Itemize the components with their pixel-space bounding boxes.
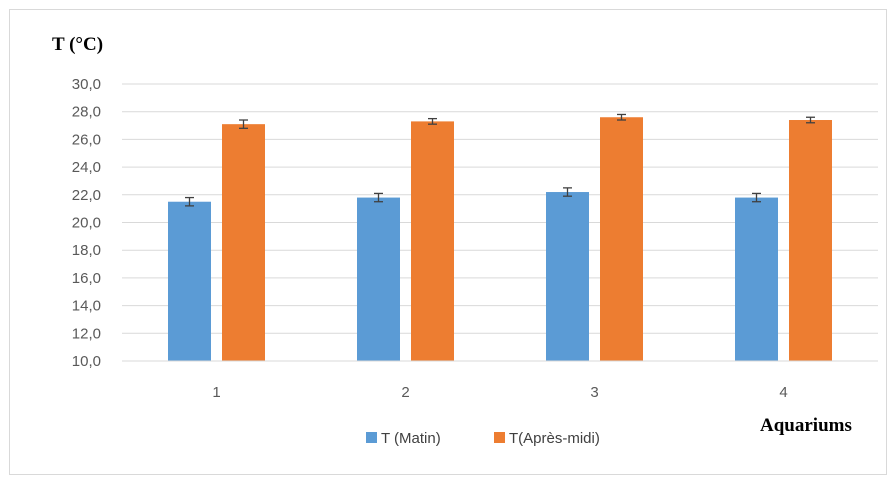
y-tick-label: 30,0 [72,76,101,93]
x-tick-label: 2 [401,384,409,401]
y-tick-label: 24,0 [72,159,101,176]
error-bars [185,113,815,207]
bar-matin-aquarium-3 [546,192,589,361]
y-axis-ticks: 10,0 12,0 14,0 16,0 18,0 20,0 22,0 24,0 26,0 28,0… [72,76,101,370]
y-tick-label: 28,0 [72,104,101,121]
bar-apres-midi-aquarium-3 [600,117,643,362]
y-tick-label: 12,0 [72,325,101,342]
bar-matin-aquarium-1 [168,201,211,361]
y-tick-label: 10,0 [72,353,101,370]
x-tick-label: 4 [779,384,787,401]
x-axis-title: Aquariums [760,415,852,436]
x-axis-ticks: 1 2 3 4 [212,384,787,401]
y-axis-title: T (°C) [52,34,103,55]
y-tick-label: 18,0 [72,242,101,259]
y-tick-label: 16,0 [72,270,101,287]
y-tick-label: 22,0 [72,187,101,204]
legend-swatch-apres-midi [494,432,505,443]
bars [168,117,832,362]
legend-label-matin: T (Matin) [381,430,441,447]
y-tick-label: 20,0 [72,215,101,232]
x-tick-label: 1 [212,384,220,401]
bar-matin-aquarium-4 [735,197,778,361]
bar-apres-midi-aquarium-2 [411,121,454,362]
bar-apres-midi-aquarium-1 [222,124,265,361]
y-tick-label: 14,0 [72,298,101,315]
legend: T (Matin) T(Après-midi) [366,430,600,447]
legend-label-apres-midi: T(Après-midi) [509,430,600,447]
bar-apres-midi-aquarium-4 [789,120,832,361]
legend-swatch-matin [366,432,377,443]
x-tick-label: 3 [590,384,598,401]
bar-matin-aquarium-2 [357,197,400,361]
y-tick-label: 26,0 [72,131,101,148]
